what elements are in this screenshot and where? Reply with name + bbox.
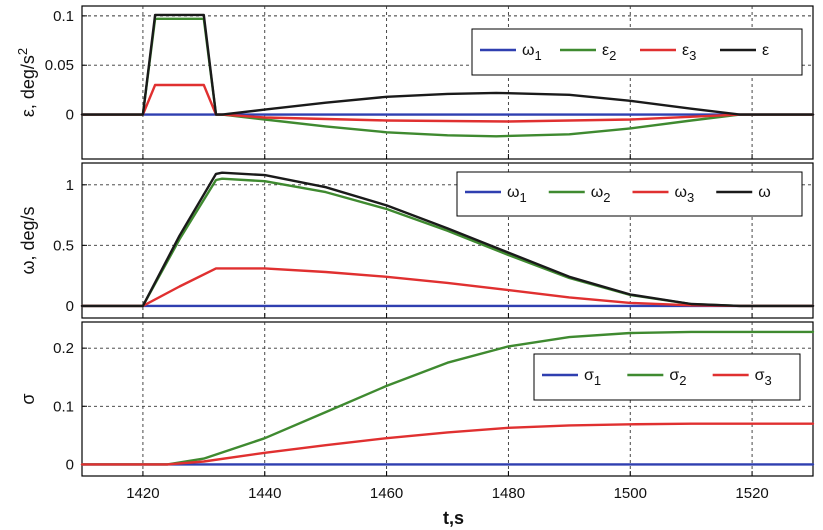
series-line-omega [80,171,815,308]
series-line-sigma3 [80,422,815,466]
y-tick-label: 0.2 [53,340,74,357]
series-line-epsilon [80,13,815,116]
x-tick-label: 1500 [614,485,647,502]
legend-entry: σ2 [669,367,686,388]
legend: ω1 ε2 ε3 ε [471,28,803,76]
y-tick-label: 0.1 [53,8,74,25]
y-tick-label: 0 [66,298,74,315]
legend-box [533,353,801,401]
y-tick-label: 0.1 [53,398,74,415]
x-tick-label: 1440 [248,485,281,502]
legend-entry-subscript: 1 [594,373,601,388]
legend-entry: ω1 [507,184,527,205]
x-tick-label: 1460 [370,485,403,502]
legend-entry-subscript: 2 [609,48,616,63]
series-line-omega3 [80,267,815,308]
legend-box [471,28,803,76]
y-axis-label: ε, deg/s2 [15,48,38,117]
legend-box [456,171,803,217]
y-tick-label: 0 [66,107,74,124]
legend-entry-subscript: 3 [687,190,694,205]
y-axis-label-superscript: 2 [15,48,30,55]
legend-entry-subscript: 2 [603,190,610,205]
series-line-epsilon3 [80,83,815,123]
legend-entry-subscript: 1 [520,190,527,205]
x-axis-label: t,s [443,508,464,528]
x-tick-label: 1520 [735,485,768,502]
x-tick-label: 1420 [126,485,159,502]
x-tick-label: 1480 [492,485,525,502]
legend-entry: ω [758,184,771,201]
y-tick-label: 0.05 [45,57,74,74]
chart-panel-2: 0 0.5 1 ω, deg/s ω1 ω2 ω3 ω [18,162,815,319]
series-line-epsilon2 [80,17,815,138]
y-tick-label: 0.5 [53,237,74,254]
legend-entry: σ3 [755,367,772,388]
legend-entry: ε [762,42,769,59]
legend-entry: ω3 [675,184,695,205]
legend-entry: ε2 [602,42,616,63]
legend-entry-subscript: 1 [535,48,542,63]
legend-entry: σ1 [584,367,601,388]
series-line-sigma2 [80,330,815,466]
legend-entry-subscript: 3 [689,48,696,63]
legend-entry-subscript: 3 [765,373,772,388]
legend-entry: ω2 [591,184,611,205]
chart-panel-1: 0 0.05 0.1 ε, deg/s2 ω1 ε2 ε3 ε [15,5,815,160]
y-tick-label: 1 [66,177,74,194]
legend-entry-subscript: 2 [679,373,686,388]
y-axis-label: ω, deg/s [18,206,38,274]
legend: ω1 ω2 ω3 ω [456,171,803,217]
y-axis-label: σ [18,393,38,404]
legend-entry: ε3 [682,42,696,63]
legend: σ1 σ2 σ3 [533,353,801,401]
legend-entry: ω1 [522,42,542,63]
y-tick-label: 0 [66,456,74,473]
